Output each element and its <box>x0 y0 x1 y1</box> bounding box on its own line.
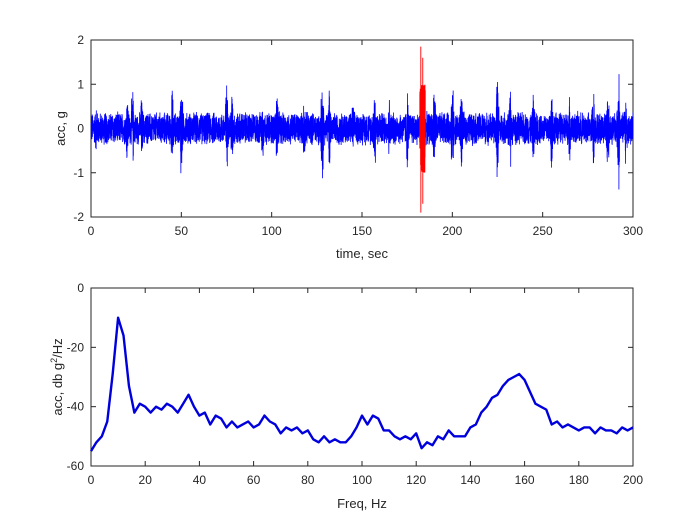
psd-ticks: 0 20 40 60 80 100 120 140 160 180 200 -60 -40 -20 0 <box>67 281 644 487</box>
psd-xtick-label: 40 <box>193 473 207 487</box>
time-history-xtick-label: 300 <box>623 224 643 238</box>
psd-xtick-label: 100 <box>352 473 372 487</box>
highlighted-segment-line <box>419 46 426 213</box>
psd-series <box>89 316 634 452</box>
psd-xtick-label: 120 <box>406 473 426 487</box>
time-history-ytick-label: 2 <box>77 33 84 47</box>
time-history-ytick-label: -2 <box>73 210 84 224</box>
time-history-xtick-label: 50 <box>175 224 189 238</box>
psd-line <box>89 316 634 452</box>
time-history-xtick-label: 150 <box>352 224 372 238</box>
time-history-line <box>90 74 634 190</box>
psd-ytick-label: 0 <box>77 281 84 295</box>
psd-xlabel: Freq, Hz <box>337 496 387 511</box>
psd-ylabel-suffix: /Hz <box>50 338 65 358</box>
psd-ytick-label: -40 <box>67 400 85 414</box>
time-history-ytick-label: 1 <box>77 77 84 91</box>
time-history-xtick-label: 100 <box>262 224 282 238</box>
time-history-chart: 0 50 100 150 200 250 300 -2 -1 0 1 2 time, sec acc,… <box>53 33 643 261</box>
psd-xtick-label: 20 <box>139 473 153 487</box>
psd-xtick-label: 200 <box>623 473 643 487</box>
time-history-ticks: 0 50 100 150 200 250 300 -2 -1 0 1 2 <box>73 33 643 238</box>
psd-ylabel: acc, db g2/Hz <box>49 338 65 415</box>
time-history-xlabel: time, sec <box>336 246 389 261</box>
time-history-xtick-label: 250 <box>533 224 553 238</box>
time-history-ytick-label: -1 <box>73 166 84 180</box>
psd-ytick-label: -20 <box>67 340 85 354</box>
time-history-xtick-label: 0 <box>88 224 95 238</box>
psd-xtick-label: 180 <box>569 473 589 487</box>
time-history-ylabel: acc, g <box>53 111 68 146</box>
psd-ylabel-sup: 2 <box>49 358 59 363</box>
psd-ylabel-main: acc, db g <box>50 363 65 416</box>
psd-xtick-label: 160 <box>515 473 535 487</box>
psd-chart: 0 20 40 60 80 100 120 140 160 180 200 -60 -40 -20 0 Fr… <box>49 281 643 511</box>
psd-xtick-label: 60 <box>247 473 261 487</box>
psd-ytick-label: -60 <box>67 459 85 473</box>
time-history-series <box>90 46 634 213</box>
time-history-xtick-label: 200 <box>442 224 462 238</box>
psd-xtick-label: 80 <box>301 473 315 487</box>
psd-xtick-label: 0 <box>88 473 95 487</box>
time-history-ytick-label: 0 <box>77 122 84 136</box>
psd-axes-frame <box>90 287 634 467</box>
psd-xtick-label: 140 <box>460 473 480 487</box>
